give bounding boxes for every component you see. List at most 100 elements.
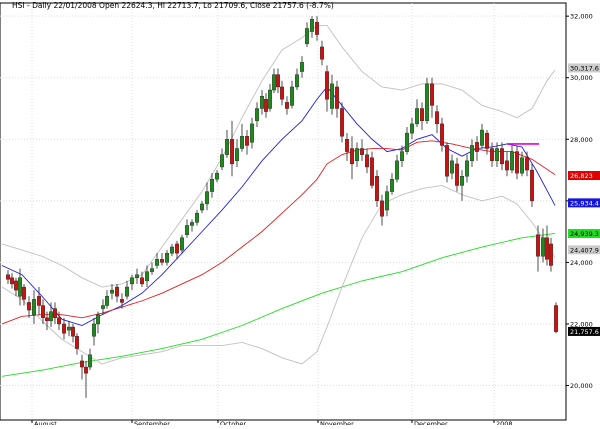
candle-body: [530, 169, 534, 202]
candle-body: [6, 274, 10, 280]
candle-body: [335, 86, 339, 109]
candle: [210, 173, 214, 198]
candle-body: [370, 157, 374, 186]
candle: [395, 154, 399, 183]
candle: [485, 130, 489, 155]
candle-body: [32, 299, 36, 315]
candle-body: [445, 145, 449, 177]
y-tick-label: 32,000: [570, 13, 593, 21]
candle: [375, 170, 379, 207]
candle-body: [255, 108, 259, 122]
candle: [515, 145, 519, 180]
candle-body: [330, 83, 334, 109]
candle: [405, 126, 409, 155]
series-bands: [1, 24, 556, 288]
candle: [295, 68, 299, 91]
candle-body: [365, 154, 369, 168]
candle-body: [260, 95, 264, 109]
x-tick-label: October: [220, 420, 246, 425]
x-tick-label: December: [414, 420, 448, 425]
candle: [305, 22, 309, 47]
price-tag-label: 21,757.6: [570, 328, 599, 336]
candle: [435, 105, 439, 134]
candle-body: [525, 157, 529, 171]
y-tick-label: 20,000: [570, 382, 593, 390]
candle-body: [101, 305, 105, 309]
candle: [545, 225, 549, 266]
candle: [530, 163, 534, 207]
candle: [92, 317, 96, 346]
x-tick-label: 2008: [496, 420, 513, 425]
candle-body: [18, 277, 22, 297]
candle: [365, 148, 369, 174]
candle: [230, 120, 234, 177]
candle: [285, 96, 289, 115]
candle-body: [210, 179, 214, 192]
candle: [440, 117, 444, 152]
candle: [110, 283, 114, 300]
candle-body: [549, 243, 553, 266]
candle: [190, 219, 194, 232]
candle-body: [75, 336, 79, 349]
candle-body: [515, 151, 519, 174]
candle: [455, 157, 459, 192]
candle: [240, 123, 244, 152]
price-tag: 26,823: [568, 171, 600, 181]
candle: [96, 311, 100, 334]
candle-body: [200, 203, 204, 211]
candle-body: [130, 277, 134, 285]
candle-body: [375, 176, 379, 202]
candle: [350, 136, 354, 180]
candle: [130, 274, 134, 291]
candle: [541, 228, 545, 263]
candle: [115, 283, 119, 303]
candle-body: [450, 160, 454, 174]
candle-body: [485, 132, 489, 149]
candle-body: [92, 323, 96, 337]
candle: [430, 77, 434, 118]
candle: [170, 243, 174, 257]
candle: [175, 240, 179, 260]
candle-body: [290, 86, 294, 106]
candle-body: [320, 46, 324, 60]
candle: [450, 154, 454, 180]
candle: [310, 16, 314, 38]
candle-body: [57, 317, 61, 325]
candle: [300, 56, 304, 78]
candle: [490, 142, 494, 167]
candle: [340, 102, 344, 143]
candle-body: [245, 136, 249, 146]
candle: [105, 290, 109, 309]
candle: [135, 268, 139, 284]
candle: [380, 194, 384, 226]
candle-body: [96, 314, 100, 325]
candle-body: [495, 148, 499, 162]
candle-body: [62, 323, 66, 334]
candle-body: [405, 132, 409, 152]
candle-body: [135, 274, 139, 278]
candle: [37, 287, 41, 315]
candle-body: [345, 139, 349, 152]
candle-body: [380, 200, 384, 217]
candle-body: [205, 191, 209, 205]
candle: [71, 323, 75, 343]
price-tag-box: [568, 198, 600, 208]
candle: [62, 317, 66, 340]
price-tag-box: [568, 245, 600, 255]
candle: [385, 185, 389, 217]
candle-body: [250, 123, 254, 143]
candle: [45, 311, 49, 331]
candle-body: [10, 277, 14, 285]
candle-body: [110, 289, 114, 294]
candle: [180, 234, 184, 254]
candle: [410, 117, 414, 140]
y-tick-label: 28,000: [570, 136, 593, 144]
candle-body: [505, 160, 509, 171]
candle: [335, 80, 339, 118]
price-tag-label: 24,939.3: [570, 230, 599, 238]
candle-body: [390, 179, 394, 192]
price-tag: 24,407.9: [568, 245, 600, 255]
candle: [390, 173, 394, 195]
candle: [205, 182, 209, 211]
candle: [220, 148, 224, 171]
